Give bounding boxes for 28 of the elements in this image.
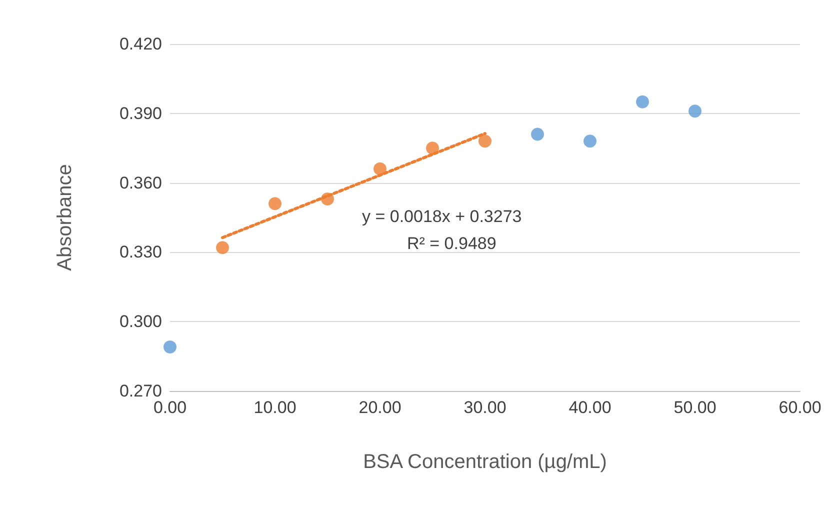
x-tick-label: 10.00 (254, 398, 296, 417)
point (584, 134, 596, 148)
x-tick-label: 0.00 (153, 398, 187, 417)
annotation: R² = 0.9489 (407, 234, 496, 253)
point (531, 128, 544, 141)
point (216, 241, 229, 254)
x-tick-label: 30.00 (464, 398, 506, 417)
y-axis-title: Absorbance (54, 164, 76, 271)
point (374, 162, 386, 176)
point (688, 104, 702, 118)
x-tick-label: 20.00 (358, 398, 402, 417)
y-tick-label: 0.390 (119, 104, 162, 123)
x-tick-label: 40.00 (568, 398, 612, 417)
y-tick-label: 0.270 (119, 382, 162, 400)
annotation: y = 0.0018x + 0.3273 (362, 207, 522, 226)
point (426, 142, 439, 155)
y-tick-label: 0.330 (119, 242, 162, 262)
x-tick-label: 50.00 (674, 398, 716, 417)
y-tick-label: 0.360 (119, 173, 162, 192)
x-tick-label: 60.00 (778, 398, 822, 417)
point (478, 134, 492, 148)
y-tick-label: 0.300 (119, 312, 162, 332)
y-tick-label: 0.420 (119, 34, 162, 54)
x-axis-title: BSA Concentration (µg/mL) (363, 451, 607, 473)
point (636, 95, 649, 108)
point (164, 340, 176, 354)
point (321, 192, 334, 206)
point (268, 197, 282, 210)
